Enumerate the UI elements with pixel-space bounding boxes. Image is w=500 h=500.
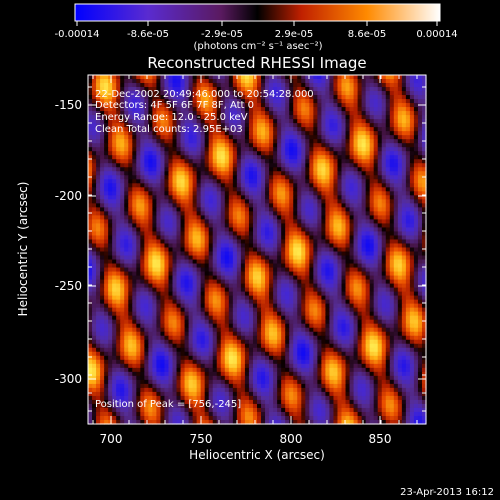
- colorbar: -0.00014 -8.6e-05 -2.9e-05 2.9e-05 8.6e-…: [55, 3, 458, 52]
- colorbar-tick-label: 8.6e-05: [348, 29, 386, 40]
- info-detectors: Detectors: 4F 5F 6F 7F 8F, Att 0: [95, 100, 254, 111]
- colorbar-ticks: [76, 21, 438, 26]
- colorbar-strip: [74, 3, 441, 22]
- colorbar-tick-label: -0.00014: [55, 29, 100, 40]
- colorbar-tick-label: -2.9e-05: [201, 29, 243, 40]
- footer-timestamp: 23-Apr-2013 16:12: [400, 487, 494, 498]
- info-time-range: 22-Dec-2002 20:49:46.000 to 20:54:28.000: [95, 89, 314, 100]
- info-clean-counts: Clean Total counts: 2.95E+03: [95, 124, 243, 135]
- x-tick-label: 750: [190, 432, 213, 446]
- plot-title: Reconstructed RHESSI Image: [147, 54, 366, 72]
- x-tick-label: 700: [100, 432, 123, 446]
- axis-ticks: [88, 75, 426, 424]
- x-tick-label: 850: [369, 432, 392, 446]
- peak-position: Position of Peak = [756,-245]: [95, 399, 241, 410]
- y-tick-label: -250: [55, 279, 82, 293]
- heatmap-image: [88, 75, 427, 425]
- y-tick-label: -200: [55, 189, 82, 203]
- colorbar-tick-label: -8.6e-05: [127, 29, 169, 40]
- colorbar-tick-label: 0.00014: [416, 29, 457, 40]
- colorbar-tick-label: 2.9e-05: [275, 29, 313, 40]
- image-area: [87, 74, 427, 425]
- info-block: 22-Dec-2002 20:49:46.000 to 20:54:28.000…: [95, 89, 314, 410]
- x-axis-label: Heliocentric X (arcsec): [189, 448, 325, 462]
- y-tick-label: -150: [55, 98, 82, 112]
- y-tick-label: -300: [55, 372, 82, 386]
- y-axis-label: Heliocentric Y (arcsec): [16, 182, 30, 317]
- info-energy-range: Energy Range: 12.0 - 25.0 keV: [95, 112, 248, 123]
- colorbar-units: (photons cm⁻² s⁻¹ asec⁻²): [193, 41, 322, 52]
- x-tick-label: 800: [280, 432, 303, 446]
